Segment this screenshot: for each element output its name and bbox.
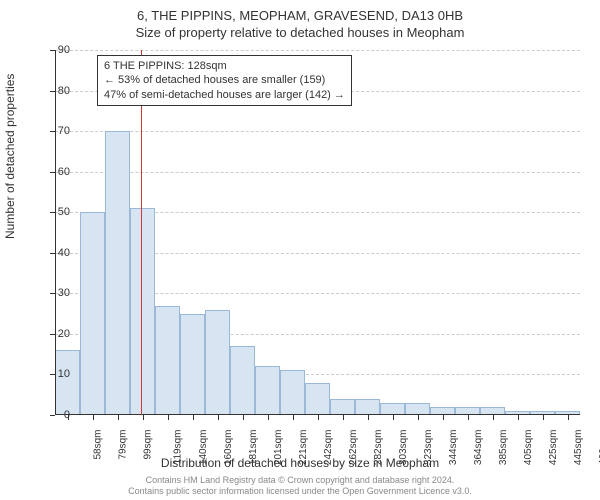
ytick-label: 90 [58,44,70,56]
xtick-mark [118,415,119,420]
ytick-label: 0 [64,409,70,421]
plot-area: 6 THE PIPPINS: 128sqm← 53% of detached h… [55,50,580,415]
annotation-line: 47% of semi-detached houses are larger (… [104,88,345,102]
xtick-mark [268,415,269,420]
annotation-box: 6 THE PIPPINS: 128sqm← 53% of detached h… [97,55,352,106]
gridline [55,50,580,51]
x-axis-title: Distribution of detached houses by size … [0,456,600,470]
ytick-label: 50 [58,206,70,218]
xtick-mark [393,415,394,420]
histogram-bar [205,310,230,415]
ytick-mark [50,415,55,416]
histogram-bar [255,366,280,415]
ytick-label: 60 [58,166,70,178]
xtick-mark [418,415,419,420]
xtick-mark [193,415,194,420]
histogram-bar [230,346,255,415]
xtick-mark [568,415,569,420]
xtick-mark [468,415,469,420]
histogram-bar [180,314,205,415]
histogram-bar [155,306,180,416]
histogram-bar [130,208,155,415]
xtick-mark [343,415,344,420]
y-axis-title: Number of detached properties [3,74,17,239]
annotation-line: ← 53% of detached houses are smaller (15… [104,73,345,87]
ytick-label: 10 [58,368,70,380]
histogram-bar [280,370,305,415]
histogram-bar [105,131,130,415]
xtick-mark [318,415,319,420]
xtick-label: 58sqm [92,430,103,460]
ytick-label: 40 [58,247,70,259]
chart-title-sub: Size of property relative to detached ho… [0,23,600,40]
annotation-line: 6 THE PIPPINS: 128sqm [104,59,345,73]
gridline [55,131,580,132]
xtick-mark [168,415,169,420]
ytick-label: 70 [58,125,70,137]
xtick-mark [293,415,294,420]
ytick-label: 30 [58,287,70,299]
histogram-bar [355,399,380,415]
histogram-bar [80,212,105,415]
histogram-bar [330,399,355,415]
chart-title-main: 6, THE PIPPINS, MEOPHAM, GRAVESEND, DA13… [0,0,600,23]
gridline [55,172,580,173]
footer: Contains HM Land Registry data © Crown c… [0,475,600,497]
footer-line1: Contains HM Land Registry data © Crown c… [0,475,600,486]
xtick-mark [218,415,219,420]
footer-line2: Contains public sector information licen… [0,486,600,497]
xtick-mark [543,415,544,420]
ytick-label: 20 [58,328,70,340]
xtick-mark [243,415,244,420]
y-axis [55,50,56,415]
xtick-mark [368,415,369,420]
xtick-label: 99sqm [142,430,153,460]
xtick-mark [493,415,494,420]
histogram-bar [55,350,80,415]
xtick-mark [443,415,444,420]
histogram-bar [305,383,330,415]
ytick-label: 80 [58,85,70,97]
xtick-label: 79sqm [117,430,128,460]
xtick-mark [93,415,94,420]
xtick-mark [143,415,144,420]
xtick-mark [518,415,519,420]
chart-container: 6, THE PIPPINS, MEOPHAM, GRAVESEND, DA13… [0,0,600,500]
